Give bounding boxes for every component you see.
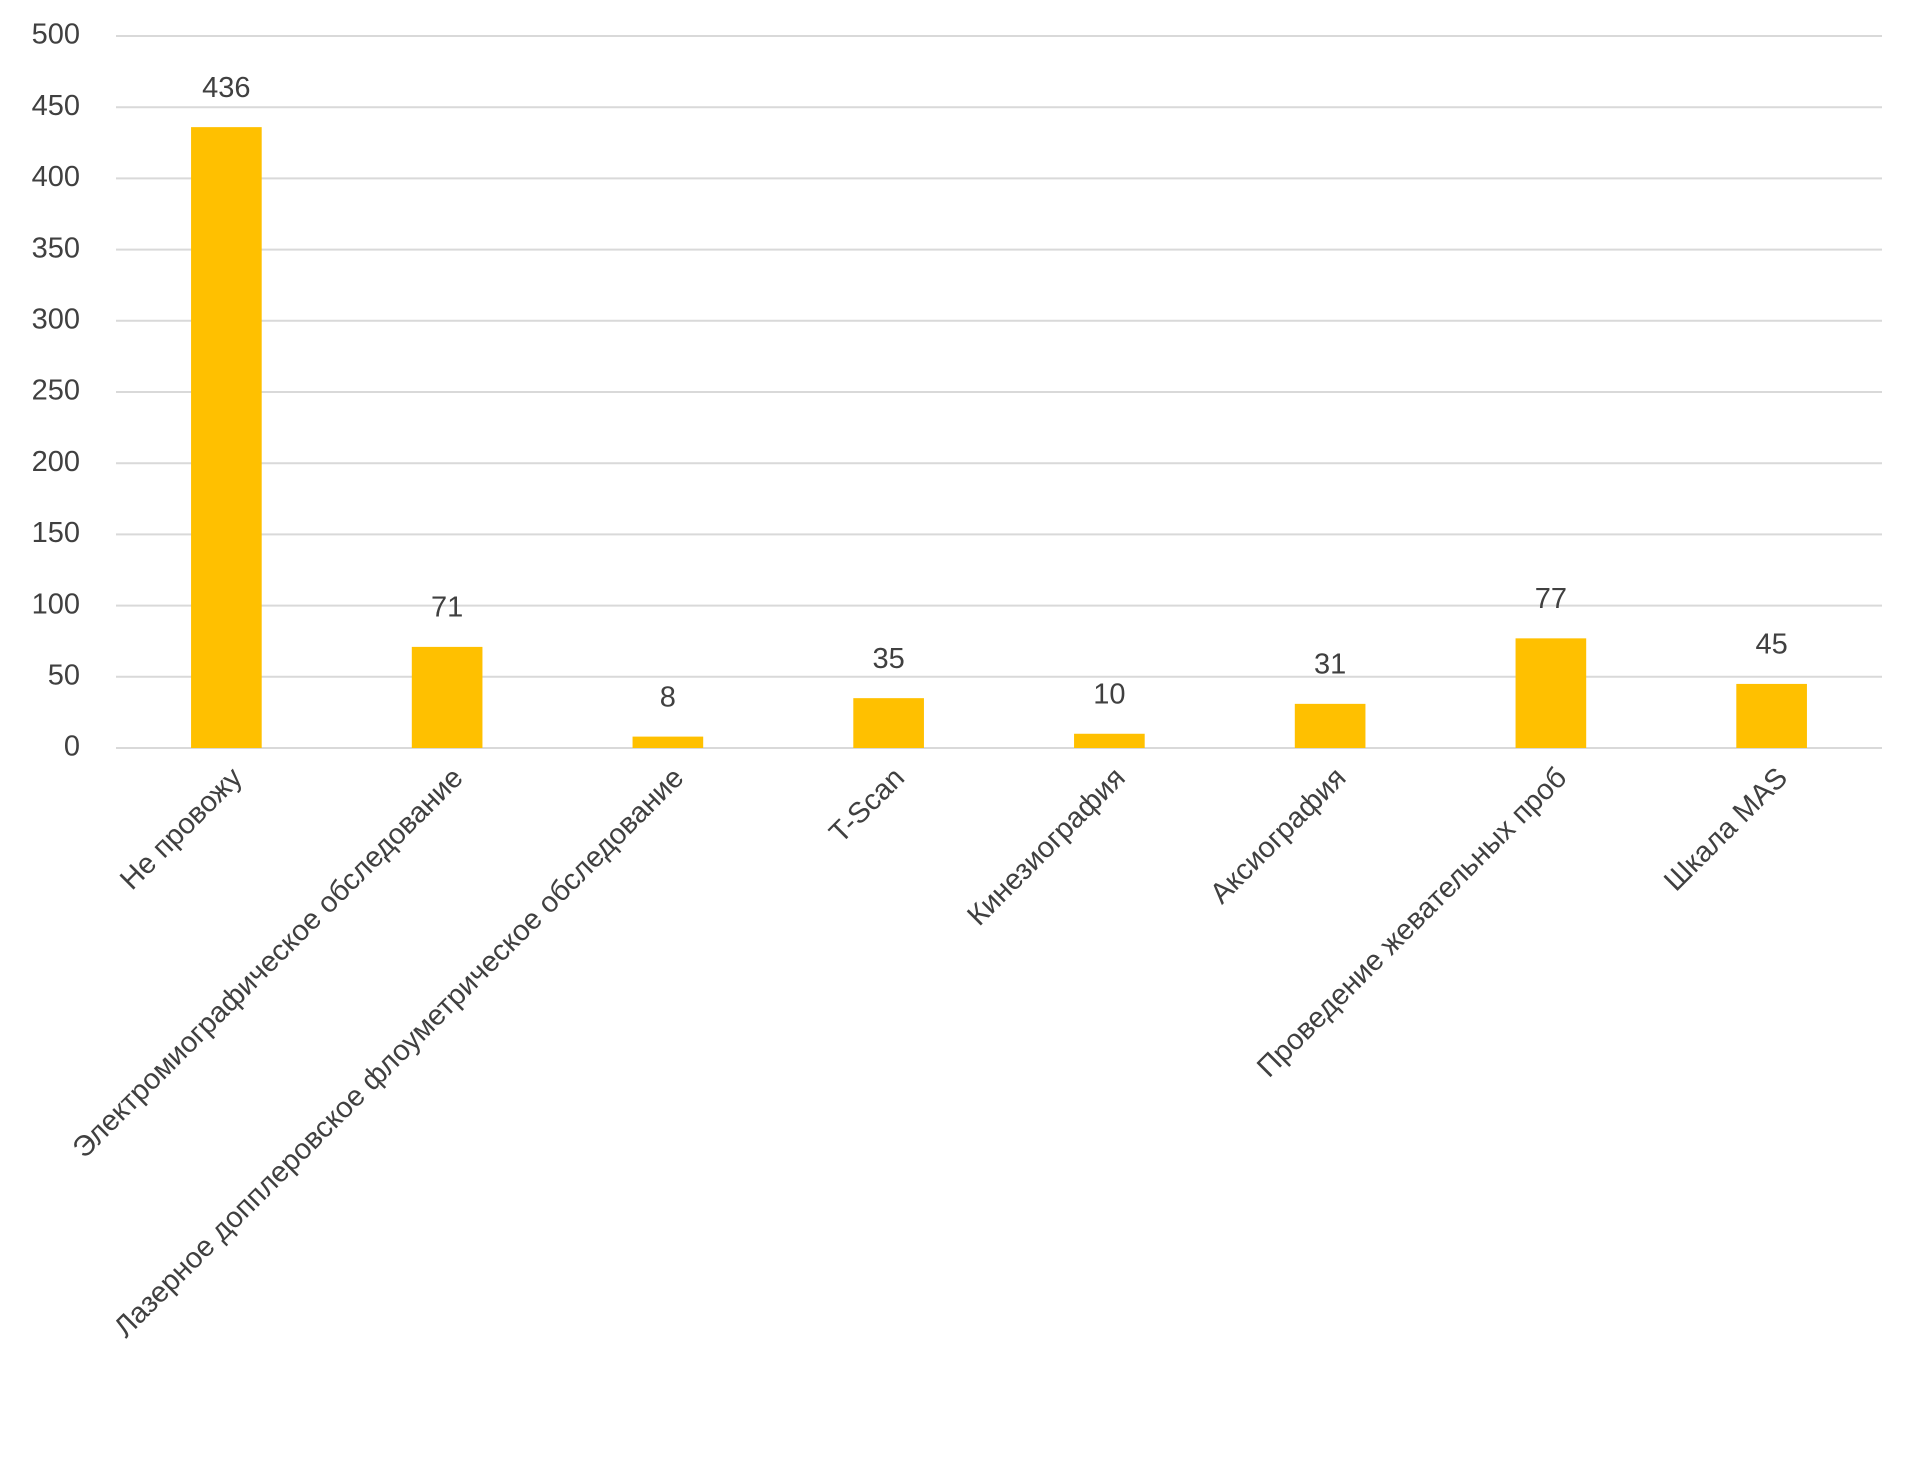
bar: [632, 736, 704, 748]
data-label: 31: [1314, 649, 1346, 681]
y-tick-label: 300: [32, 303, 80, 335]
data-label: 436: [202, 72, 250, 104]
x-tick-label: Не провожу: [114, 761, 249, 896]
y-tick-label: 100: [32, 588, 80, 620]
y-tick-label: 250: [32, 375, 80, 407]
y-tick-label: 0: [64, 731, 80, 763]
y-tick-label: 400: [32, 161, 80, 193]
data-label: 8: [660, 681, 676, 713]
data-label: 77: [1535, 583, 1567, 615]
y-tick-label: 500: [32, 19, 80, 51]
bar: [853, 698, 924, 748]
bar: [191, 127, 262, 749]
data-label: 35: [872, 643, 904, 675]
y-tick-label: 50: [48, 659, 80, 691]
y-tick-label: 200: [32, 446, 80, 478]
data-label: 45: [1755, 629, 1787, 661]
bar: [1736, 683, 1807, 748]
bar: [1515, 638, 1587, 748]
x-tick-label: T-Scan: [823, 762, 911, 850]
y-tick-label: 450: [32, 90, 80, 122]
x-tick-label: Кинезиография: [961, 762, 1131, 932]
x-tick-label: Шкала MAS: [1658, 762, 1794, 898]
bar: [411, 646, 483, 748]
y-tick-label: 350: [32, 232, 80, 264]
x-tick-label: Электромиографическое обследование: [67, 762, 470, 1165]
data-label: 10: [1093, 678, 1125, 710]
data-label: 71: [431, 592, 463, 624]
y-tick-label: 150: [32, 517, 80, 549]
x-tick-label: Аксиография: [1204, 762, 1352, 910]
bar: [1294, 703, 1366, 748]
bar: [1074, 733, 1145, 748]
